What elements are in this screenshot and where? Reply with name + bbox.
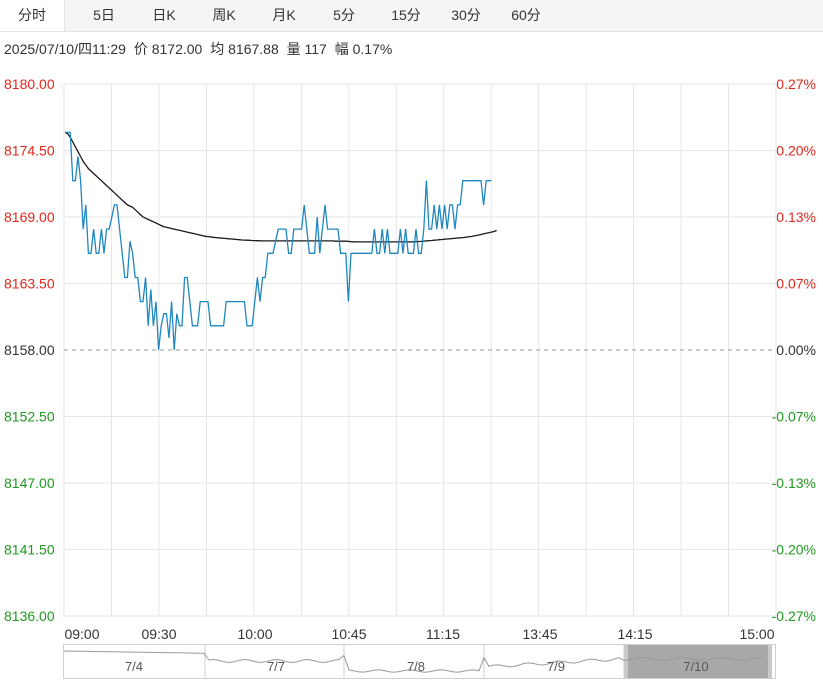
y-tick-label-left: 8141.50 [4,542,55,558]
y-tick-label-right: 0.13% [776,209,816,225]
price-line [65,131,492,351]
average-price-line [64,131,497,243]
navigator-trend-line [64,650,765,673]
x-tick-label: 14:15 [617,626,652,642]
x-tick-label: 15:00 [739,626,774,642]
y-tick-label-left: 8147.00 [4,475,55,491]
y-tick-label-right: 0.07% [776,276,816,292]
x-tick-label: 09:30 [141,626,176,642]
x-tick-label: 10:45 [331,626,366,642]
y-tick-label-right: -0.27% [772,608,816,624]
quote-volume: 量 117 [286,41,327,57]
quote-datetime: 2025/07/10/四11:29 [4,41,126,57]
tab-6[interactable]: 15分 [391,7,421,23]
navigator-date-label: 7/8 [407,659,425,674]
y-tick-label-right: -0.07% [772,409,816,425]
x-tick-label: 09:00 [64,626,99,642]
y-tick-label-left: 8169.00 [4,209,55,225]
quote-change: 幅 0.17% [334,41,393,57]
tab-4[interactable]: 月K [272,7,296,23]
navigator-date-label: 7/4 [125,659,143,674]
y-tick-label-right: 0.00% [776,342,816,358]
quote-info-line: 2025/07/10/四11:29 价 8172.00 均 8167.88 量 … [4,39,396,59]
x-tick-label: 13:45 [522,626,557,642]
navigator-handle-left[interactable] [624,645,628,678]
quote-price: 价 8172.00 [133,41,203,57]
quote-average: 均 8167.88 [210,41,279,57]
period-tab-bar: 分时 5日 日K 周K 月K 5分 15分 30分 60分 [0,0,823,32]
date-navigator[interactable]: 7/4 7/7 7/8 7/9 7/10 [63,644,776,679]
tab-2[interactable]: 日K [152,7,176,23]
y-tick-label-left: 8163.50 [4,276,55,292]
tab-8[interactable]: 60分 [511,7,541,23]
y-tick-label-right: 0.27% [776,76,816,92]
navigator-date-label: 7/7 [267,659,285,674]
navigator-date-label: 7/10 [683,659,708,674]
y-tick-label-right: 0.20% [776,143,816,159]
tab-0[interactable]: 分时 [0,0,65,31]
tab-5[interactable]: 5分 [333,7,355,23]
y-tick-label-left: 8136.00 [4,608,55,624]
navigator-selection[interactable] [628,645,768,678]
navigator-handle-right[interactable] [768,645,772,678]
tab-1[interactable]: 5日 [93,7,115,23]
navigator-date-label: 7/9 [547,659,565,674]
y-tick-label-left: 8180.00 [4,76,55,92]
y-tick-label-right: -0.20% [772,542,816,558]
tab-3[interactable]: 周K [212,7,236,23]
y-tick-label-right: -0.13% [772,475,816,491]
x-tick-label: 10:00 [237,626,272,642]
y-tick-label-left: 8158.00 [4,342,55,358]
tab-7[interactable]: 30分 [451,7,481,23]
y-tick-label-left: 8174.50 [4,143,55,159]
navigator-svg: 7/4 7/7 7/8 7/9 7/10 [64,645,772,678]
x-tick-label: 11:15 [426,626,460,642]
y-tick-label-left: 8152.50 [4,409,55,425]
